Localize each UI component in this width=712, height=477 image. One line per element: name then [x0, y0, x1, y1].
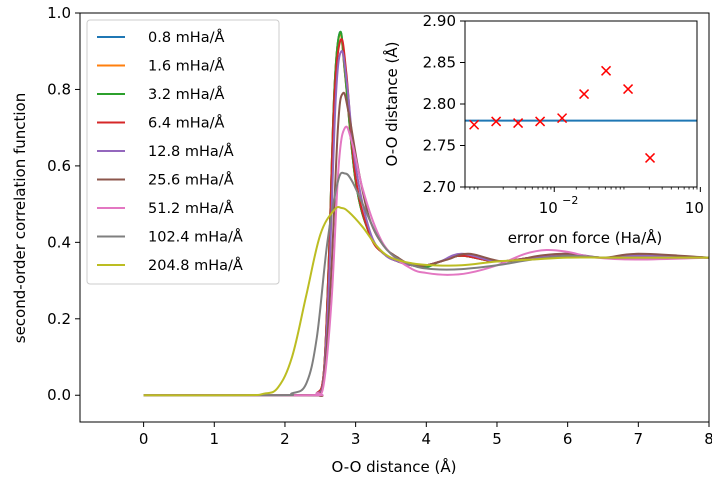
- main-series-lines: [143, 30, 710, 397]
- legend: 0.8 mHa/Å 1.6 mHa/Å 3.2 mHa/Å 6.4 mHa/Å 12.8…: [86, 19, 280, 285]
- inset-marker-0: [469, 119, 480, 130]
- inset-y-ticks: 2.70 2.75 2.80 2.85 2.90: [423, 12, 465, 196]
- inset-content: [465, 65, 697, 163]
- inset-x-tick-label: 10: [685, 199, 704, 217]
- x-tick-label: 3: [351, 430, 361, 448]
- x-tick-label: 5: [492, 430, 502, 448]
- legend-label-3: 6.4 mHa/Å: [148, 115, 224, 132]
- main-plot: 0 1 2 3 4 5 6 7 8 0.0 0.2 0.4 0.6 0.8 1.0 O-O distanc…: [11, 4, 712, 476]
- x-tick-label: 7: [634, 430, 644, 448]
- legend-label-4: 12.8 mHa/Å: [148, 143, 234, 160]
- inset-marker-4: [557, 113, 568, 124]
- main-y-axis-label: second-order correlation function: [11, 93, 29, 343]
- legend-label-5: 25.6 mHa/Å: [148, 172, 234, 189]
- inset-y-tick-label: 2.70: [423, 178, 456, 196]
- legend-label-0: 0.8 mHa/Å: [148, 29, 224, 46]
- legend-items: 0.8 mHa/Å 1.6 mHa/Å 3.2 mHa/Å 6.4 mHa/Å 12.8…: [97, 29, 243, 274]
- x-tick-label: 1: [210, 430, 220, 448]
- inset-x-tick-label: 10: [539, 199, 558, 217]
- legend-label-2: 3.2 mHa/Å: [148, 86, 224, 103]
- y-tick-label: 0.8: [47, 80, 71, 98]
- x-tick-label: 2: [280, 430, 290, 448]
- inset-x-tick-exponent: −2: [562, 194, 578, 207]
- y-tick-label: 0.4: [47, 233, 71, 251]
- inset-y-tick-label: 2.80: [423, 95, 456, 113]
- main-x-axis-label: O-O distance (Å): [332, 457, 457, 476]
- y-tick-label: 1.0: [47, 4, 71, 22]
- inset-marker-1: [491, 116, 502, 127]
- legend-label-1: 1.6 mHa/Å: [148, 58, 224, 75]
- inset-y-tick-label: 2.85: [423, 54, 456, 72]
- x-tick-label: 6: [563, 430, 573, 448]
- inset-marker-8: [645, 152, 656, 163]
- legend-box: [86, 19, 280, 285]
- legend-label-6: 51.2 mHa/Å: [148, 200, 234, 217]
- main-x-ticks: 0 1 2 3 4 5 6 7 8: [139, 422, 712, 448]
- series-line-7: [143, 171, 709, 397]
- y-tick-label: 0.2: [47, 310, 71, 328]
- main-axes-frame: [79, 12, 710, 423]
- y-tick-label: 0.6: [47, 157, 71, 175]
- x-tick-label: 4: [422, 430, 432, 448]
- inset-x-axis-label: error on force (Ha/Å): [508, 228, 663, 247]
- inset-plot: 10−2100 2.702.752.802.852.90 error on fo…: [382, 12, 704, 247]
- inset-marker-3: [535, 116, 546, 127]
- inset-marker-5: [579, 89, 590, 100]
- inset-marker-6: [601, 65, 612, 76]
- inset-marker-2: [513, 118, 524, 129]
- y-tick-label: 0.0: [47, 386, 71, 404]
- x-tick-label: 0: [139, 430, 149, 448]
- inset-y-tick-label: 2.90: [423, 12, 456, 30]
- inset-background: [465, 21, 697, 187]
- series-line-8: [143, 205, 709, 397]
- legend-label-8: 204.8 mHa/Å: [148, 257, 243, 274]
- inset-y-tick-label: 2.75: [423, 137, 456, 155]
- inset-marker-7: [623, 84, 634, 95]
- legend-label-7: 102.4 mHa/Å: [148, 229, 243, 246]
- main-y-ticks: 0.0 0.2 0.4 0.6 0.8 1.0: [47, 4, 80, 404]
- inset-x-ticks: 10−2100: [464, 187, 704, 217]
- x-tick-label: 8: [704, 430, 712, 448]
- inset-y-axis-label: O-O distance (Å): [382, 42, 401, 167]
